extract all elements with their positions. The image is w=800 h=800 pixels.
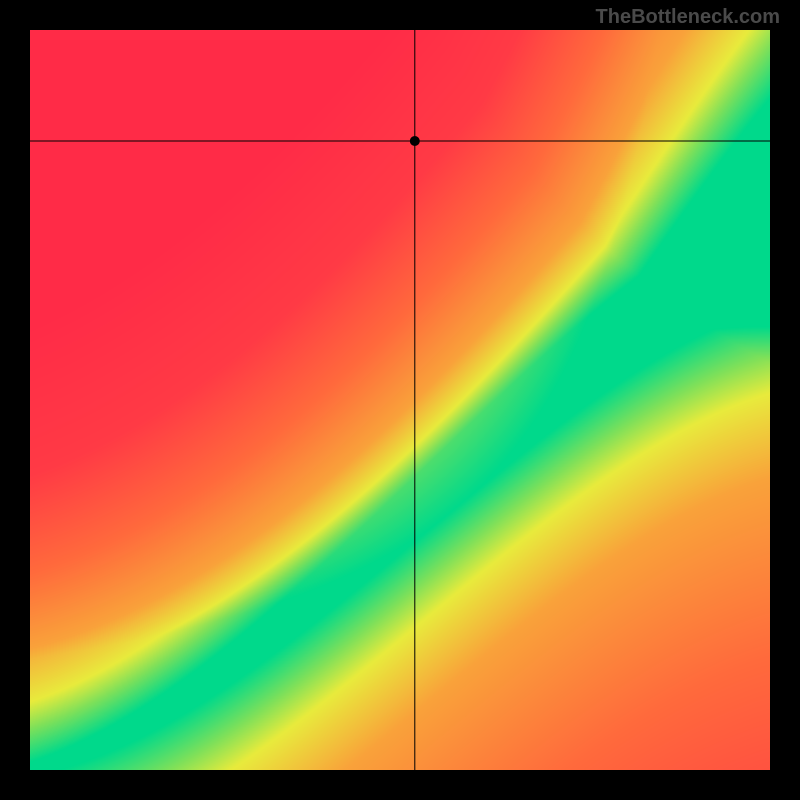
bottleneck-heatmap [30, 30, 770, 770]
heatmap-canvas [30, 30, 770, 770]
watermark-text: TheBottleneck.com [596, 6, 780, 29]
